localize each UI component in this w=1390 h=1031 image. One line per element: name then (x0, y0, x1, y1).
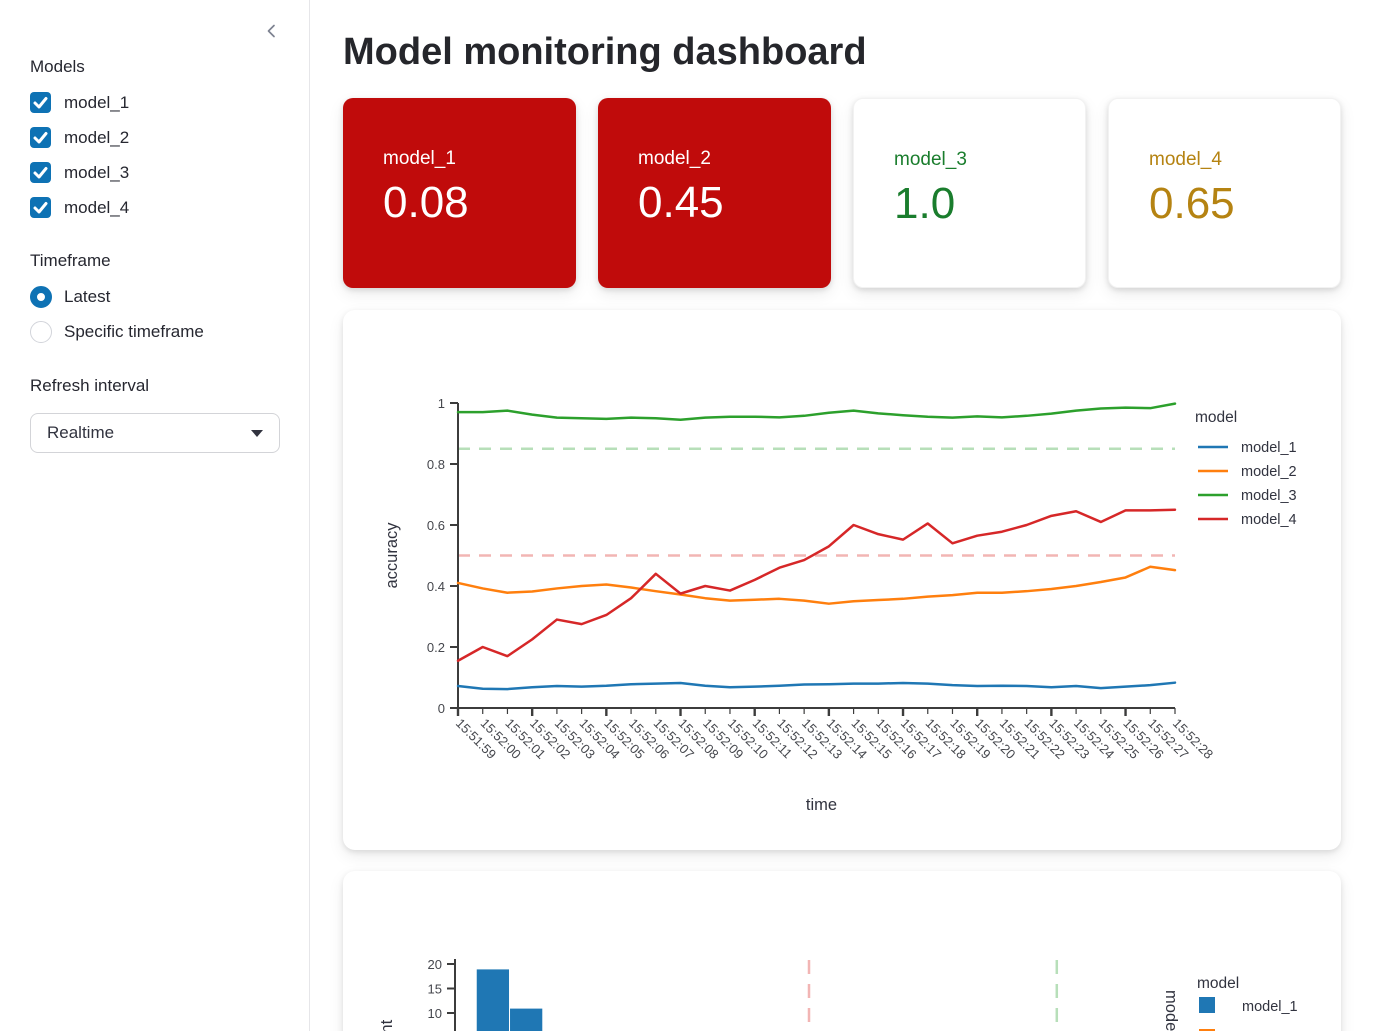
check-icon (33, 132, 48, 144)
legend-label-model_2: model_2 (1241, 464, 1297, 480)
y-axis-title: accuracy (383, 522, 401, 589)
metric-card-row: model_1 0.08 model_2 0.45 model_3 1.0 model_4 0… (343, 98, 1390, 288)
model-checkbox-row-model_3[interactable]: model_3 (30, 162, 279, 183)
model-checkbox-row-model_2[interactable]: model_2 (30, 127, 279, 148)
hist-legend-title: model (1197, 975, 1239, 992)
metric-value: 0.65 (1149, 179, 1235, 228)
metric-card-model_3: model_3 1.0 (853, 98, 1086, 288)
refresh-interval-label: Refresh interval (30, 376, 150, 395)
checkbox-label: model_2 (64, 127, 130, 147)
y-tick-label: 1 (438, 396, 445, 411)
radio-selected-icon[interactable] (30, 286, 52, 308)
checkbox-label: model_4 (64, 197, 130, 217)
y-tick-label: 0.8 (427, 457, 445, 472)
checkbox-checked-icon[interactable] (30, 127, 51, 148)
timeframe-radio-row-0[interactable]: Latest (30, 286, 279, 308)
metric-value: 0.45 (638, 178, 724, 227)
legend-label-model_4: model_4 (1241, 512, 1297, 528)
page-title: Model monitoring dashboard (343, 31, 867, 73)
y-tick-label: 0 (438, 701, 445, 716)
chevron-down-icon (251, 429, 263, 437)
hist-y-axis-title: count (378, 1019, 396, 1031)
hist-bar-model_1 (509, 1007, 544, 1031)
check-icon (33, 202, 48, 214)
y-tick-label: 0.2 (427, 640, 445, 655)
metric-value: 1.0 (894, 179, 956, 228)
hist-bar-model_1 (475, 968, 511, 1031)
radio-unselected-icon[interactable] (30, 321, 52, 343)
series-line-model_2 (456, 565, 1177, 605)
metric-name: model_3 (894, 149, 967, 170)
legend-label-model_1: model_1 (1241, 440, 1297, 456)
series-line-model_4 (456, 508, 1177, 662)
accuracy-line-chart[interactable]: 00.20.40.60.81accuracy15:51:5915:52:0015… (343, 310, 1341, 850)
y-tick-label: 0.6 (427, 518, 445, 533)
series-line-model_1 (456, 681, 1177, 691)
model-checkbox-row-model_4[interactable]: model_4 (30, 197, 279, 218)
legend-title: model (1195, 409, 1237, 426)
main-content: Model monitoring dashboard model_1 0.08 mo… (310, 0, 1390, 1031)
metric-name: model_4 (1149, 149, 1222, 170)
model-checkbox-group: model_1 model_2 model_3 model_4 (30, 92, 279, 218)
hist-y-tick-label: 15 (428, 982, 442, 997)
metric-card-model_2: model_2 0.45 (598, 98, 831, 288)
metric-name: model_2 (638, 148, 711, 169)
legend-label-model_3: model_3 (1241, 488, 1297, 504)
radio-label: Specific timeframe (64, 322, 204, 341)
timeframe-section-label: Timeframe (30, 251, 111, 270)
x-axis-title: time (806, 796, 837, 814)
facet-row-label: model (1162, 990, 1180, 1031)
checkbox-label: model_3 (64, 162, 130, 182)
check-icon (33, 167, 48, 179)
hist-y-tick-label: 10 (428, 1006, 442, 1021)
refresh-interval-value: Realtime (47, 423, 115, 442)
chevron-left-icon (267, 24, 275, 38)
timeframe-radio-row-1[interactable]: Specific timeframe (30, 321, 279, 343)
hist-legend-swatch-model_1 (1199, 997, 1215, 1013)
refresh-interval-select[interactable]: Realtime (30, 413, 280, 453)
hist-legend-swatch-model_2 (1199, 1029, 1215, 1031)
series-line-model_3 (456, 402, 1177, 422)
checkbox-label: model_1 (64, 92, 130, 112)
metric-value: 0.08 (383, 178, 469, 227)
hist-y-tick-label: 20 (428, 957, 442, 972)
accuracy-line-chart-card: 0 0.2 0.4 0.6 0.8 1 accuracy 15:51:59 15:52:00 15… (343, 310, 1341, 850)
timeframe-radio-group: Latest Specific timeframe (30, 286, 279, 343)
model-checkbox-row-model_1[interactable]: model_1 (30, 92, 279, 113)
metric-card-model_1: model_1 0.08 (343, 98, 576, 288)
metric-name: model_1 (383, 148, 456, 169)
checkbox-checked-icon[interactable] (30, 162, 51, 183)
models-section-label: Models (30, 57, 85, 76)
checkbox-checked-icon[interactable] (30, 92, 51, 113)
radio-label: Latest (64, 287, 111, 306)
sidebar-collapse-button[interactable] (261, 20, 283, 42)
checkbox-checked-icon[interactable] (30, 197, 51, 218)
hist-legend-label-model_1: model_1 (1242, 999, 1298, 1015)
sidebar: Models model_1 model_2 model_3 model_4 Time… (0, 0, 310, 1031)
y-tick-label: 0.4 (427, 579, 445, 594)
metric-card-model_4: model_4 0.65 (1108, 98, 1341, 288)
check-icon (33, 97, 48, 109)
